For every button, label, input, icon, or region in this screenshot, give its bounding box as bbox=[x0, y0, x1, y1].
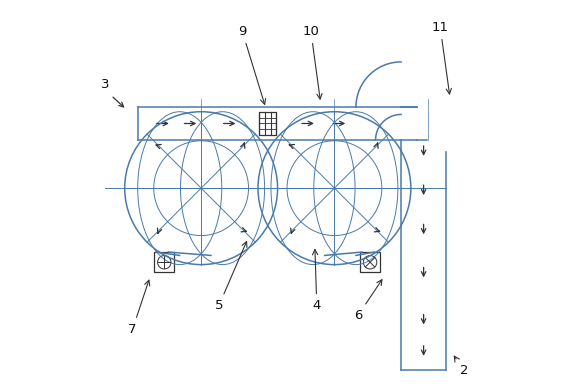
Text: 5: 5 bbox=[215, 241, 247, 312]
Text: 6: 6 bbox=[354, 280, 382, 322]
Bar bbox=[154, 252, 175, 272]
Bar bbox=[360, 252, 380, 272]
Text: 7: 7 bbox=[128, 280, 150, 336]
Text: 4: 4 bbox=[312, 249, 321, 312]
Text: 11: 11 bbox=[432, 21, 452, 94]
Text: 2: 2 bbox=[454, 356, 468, 377]
Text: 10: 10 bbox=[302, 25, 322, 99]
Text: 9: 9 bbox=[238, 25, 266, 104]
Text: 3: 3 bbox=[101, 78, 110, 91]
Bar bbox=[259, 112, 276, 135]
